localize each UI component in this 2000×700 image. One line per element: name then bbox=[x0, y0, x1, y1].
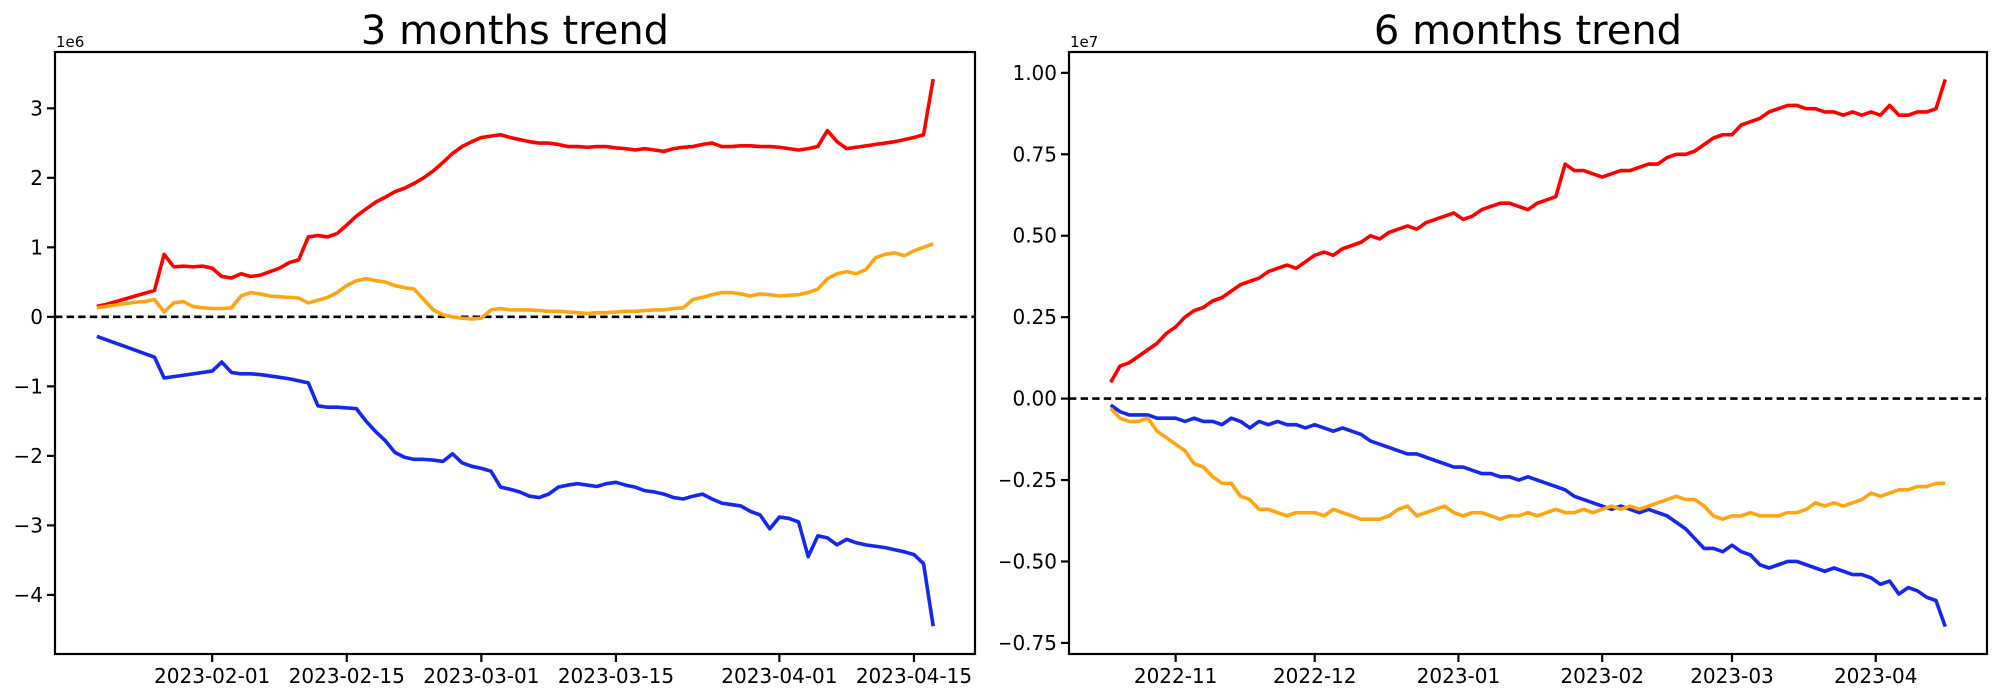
chart-title-6-months: 6 months trend bbox=[1374, 8, 1682, 54]
series-line-orange bbox=[1109, 407, 1946, 521]
x-tick-label: 2023-04-15 bbox=[856, 664, 972, 688]
x-tick-label: 2023-03-15 bbox=[558, 664, 674, 688]
y-axis-offset-label-1e6: 1e6 bbox=[56, 33, 84, 51]
y-tick-label: −0.75 bbox=[1000, 631, 1057, 655]
x-tick-label: 2023-02-01 bbox=[154, 664, 270, 688]
chart-canvas-6-months: 1.00 0.75 0.50 0.25 0.00 −0.25 −0.50 −0.75 2022-… bbox=[1000, 8, 1989, 688]
y-tick-label: −2 bbox=[14, 444, 43, 468]
x-tick-label: 2023-03-01 bbox=[423, 664, 539, 688]
x-tick-label: 2023-02 bbox=[1560, 664, 1644, 688]
x-tick-label: 2023-03 bbox=[1690, 664, 1774, 688]
x-tick-label: 2023-04-01 bbox=[721, 664, 837, 688]
x-tick-label: 2023-02-15 bbox=[289, 664, 405, 688]
x-tick-label: 2023-04 bbox=[1834, 664, 1918, 688]
series-line-blue bbox=[96, 334, 935, 627]
y-axis-offset-label-1e7: 1e7 bbox=[1070, 33, 1098, 51]
y-tick-label: 2 bbox=[30, 166, 43, 190]
chart-6-months: 1.00 0.75 0.50 0.25 0.00 −0.25 −0.50 −0.75 2022-… bbox=[1000, 0, 2000, 700]
y-tick-label: −0.50 bbox=[1000, 549, 1057, 573]
series-line-red bbox=[1109, 78, 1947, 384]
series-line-red bbox=[96, 78, 935, 309]
y-tick-label: 0 bbox=[30, 305, 43, 329]
series-line-orange bbox=[96, 242, 934, 321]
x-tick-label: 2022-11 bbox=[1134, 664, 1218, 688]
x-tick-label: 2022-12 bbox=[1273, 664, 1357, 688]
y-tick-label: 0.25 bbox=[1012, 305, 1057, 329]
y-tick-label: 0.50 bbox=[1012, 224, 1057, 248]
y-tick-label: −3 bbox=[14, 513, 43, 537]
series-line-blue bbox=[1109, 403, 1947, 628]
plot-border bbox=[1067, 50, 1989, 656]
y-tick-label: 0.00 bbox=[1012, 387, 1057, 411]
y-tick-label: 0.75 bbox=[1012, 142, 1057, 166]
y-tick-label: 1 bbox=[30, 235, 43, 259]
x-tick-label: 2023-01 bbox=[1417, 664, 1501, 688]
y-tick-label: −0.25 bbox=[1000, 468, 1057, 492]
y-tick-label: 1.00 bbox=[1012, 61, 1057, 85]
chart-3-months: 3 2 1 0 −1 −2 −3 −4 2023-02-01 2023-02-15 2023-03-… bbox=[14, 8, 977, 688]
chart-title-3-months: 3 months trend bbox=[361, 8, 669, 54]
y-tick-label: 3 bbox=[30, 96, 43, 120]
y-tick-label: −1 bbox=[14, 374, 43, 398]
y-tick-label: −4 bbox=[14, 583, 43, 607]
chart-canvas-3-months: 3 2 1 0 −1 −2 −3 −4 2023-02-01 2023-02-15 2023-03-… bbox=[14, 8, 977, 688]
plot-border bbox=[53, 50, 977, 656]
